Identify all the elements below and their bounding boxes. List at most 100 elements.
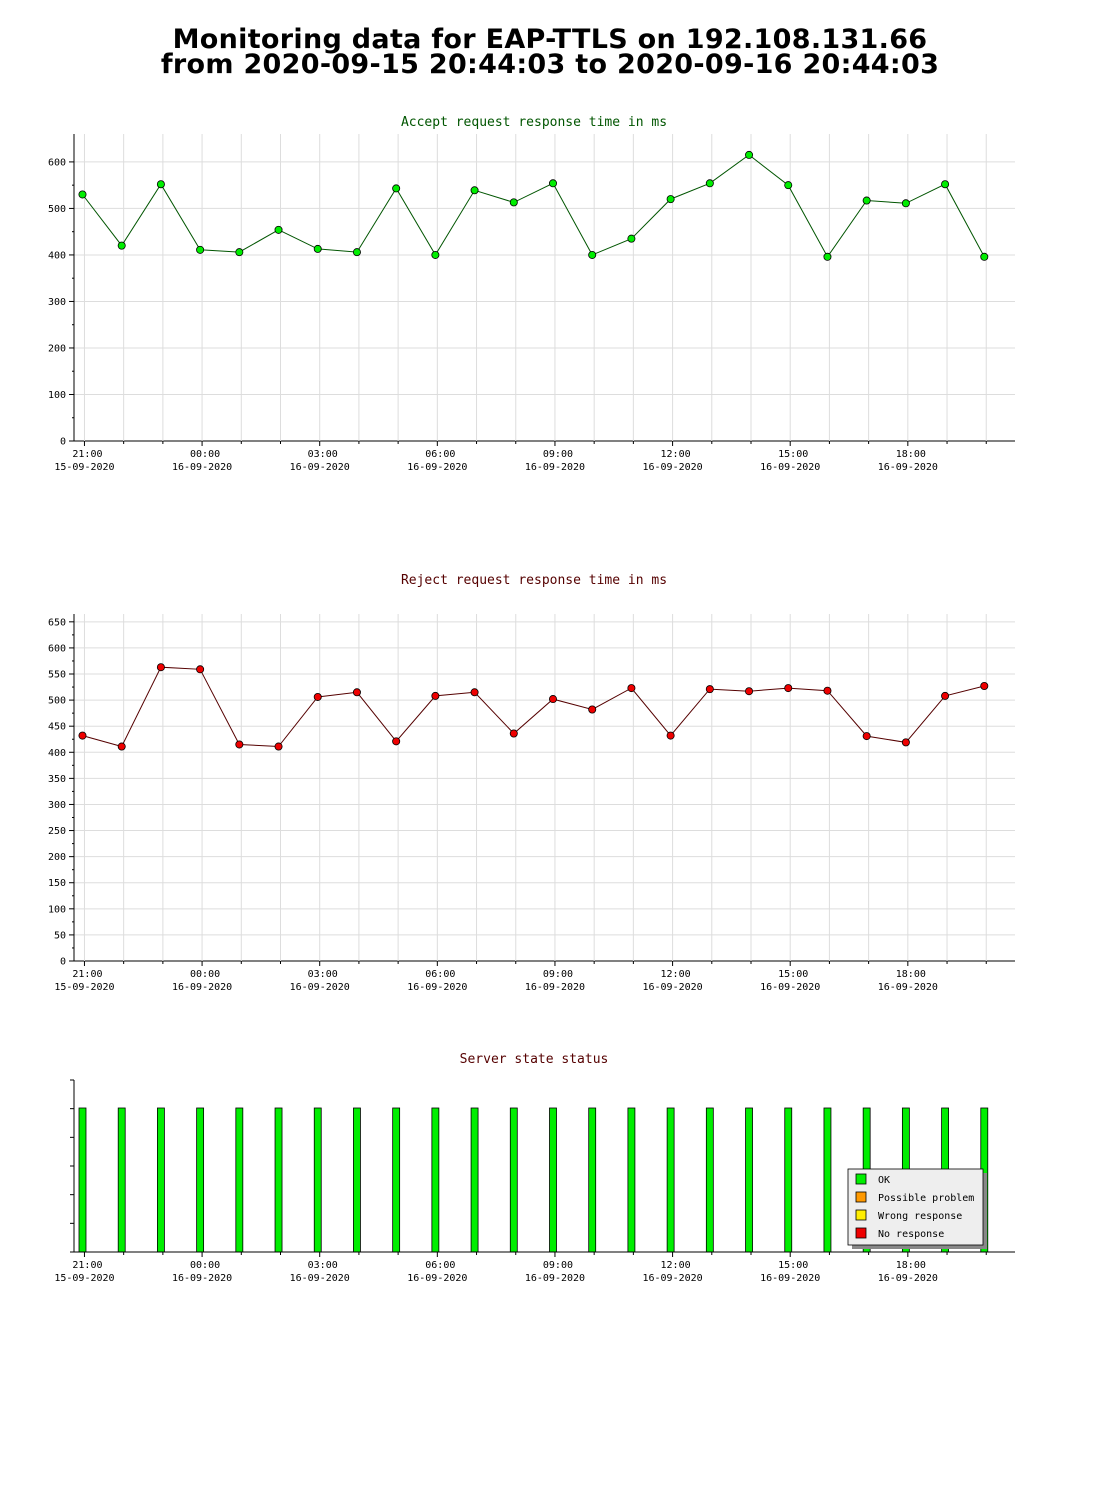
x-tick-label-date: 16-09-2020 xyxy=(642,1273,702,1284)
data-point xyxy=(117,241,126,250)
y-tick-label: 550 xyxy=(48,670,66,681)
x-tick-label-date: 16-09-2020 xyxy=(642,982,702,993)
x-tick-label-date: 16-09-2020 xyxy=(878,982,938,993)
status-bar xyxy=(78,1107,87,1253)
data-point xyxy=(274,742,283,751)
status-bar xyxy=(666,1107,675,1253)
legend-swatch xyxy=(855,1173,867,1185)
y-tick-label: 300 xyxy=(48,297,66,308)
data-point xyxy=(823,686,832,695)
x-tick-label-time: 21:00 xyxy=(72,1260,102,1271)
y-tick-label: 100 xyxy=(48,390,66,401)
chart-title-3: Server state status xyxy=(460,1052,609,1067)
x-tick-label-time: 03:00 xyxy=(308,969,338,980)
y-tick-label: 600 xyxy=(48,157,66,168)
x-tick-label-time: 21:00 xyxy=(72,969,102,980)
x-tick-label-date: 16-09-2020 xyxy=(172,462,232,473)
status-bar xyxy=(509,1107,518,1253)
x-tick-label-date: 16-09-2020 xyxy=(642,462,702,473)
data-point xyxy=(862,732,871,741)
x-tick-label-time: 00:00 xyxy=(190,969,220,980)
data-point xyxy=(117,742,126,751)
series-line-2 xyxy=(82,666,985,748)
status-bar xyxy=(392,1107,401,1253)
data-point xyxy=(980,682,989,691)
y-tick-label: 600 xyxy=(48,643,66,654)
data-point xyxy=(392,737,401,746)
data-point xyxy=(862,196,871,205)
x-tick-label-date: 16-09-2020 xyxy=(525,462,585,473)
x-tick-label-date: 16-09-2020 xyxy=(172,1273,232,1284)
x-tick-label-time: 06:00 xyxy=(425,449,455,460)
data-point xyxy=(980,252,989,261)
x-tick-label-time: 00:00 xyxy=(190,1260,220,1271)
data-point xyxy=(666,731,675,740)
legend-box xyxy=(847,1168,984,1246)
status-bar xyxy=(235,1107,244,1253)
status-bar xyxy=(157,1107,165,1253)
y-tick-label: 150 xyxy=(48,878,66,889)
y-tick-label: 250 xyxy=(48,826,66,837)
x-tick-label-time: 06:00 xyxy=(425,1260,455,1271)
status-bar xyxy=(274,1107,283,1253)
x-tick-label-date: 16-09-2020 xyxy=(525,982,585,993)
y-tick-label: 500 xyxy=(48,204,66,215)
x-tick-label-time: 00:00 xyxy=(190,449,220,460)
x-tick-label-time: 09:00 xyxy=(543,969,573,980)
data-point xyxy=(588,250,597,259)
data-point xyxy=(431,250,440,259)
legend-swatch xyxy=(855,1209,867,1221)
status-bar xyxy=(431,1107,440,1253)
data-point xyxy=(235,248,244,257)
data-point xyxy=(548,695,557,704)
y-tick-label: 400 xyxy=(48,250,66,261)
y-tick-label: 200 xyxy=(48,343,66,354)
data-point xyxy=(509,729,518,738)
x-tick-label-time: 18:00 xyxy=(896,1260,926,1271)
x-tick-label-time: 09:00 xyxy=(543,1260,573,1271)
x-tick-label-date: 16-09-2020 xyxy=(760,982,820,993)
data-point xyxy=(823,252,832,261)
y-tick-label: 350 xyxy=(48,774,66,785)
y-tick-label: 650 xyxy=(48,617,66,628)
x-tick-label-date: 16-09-2020 xyxy=(407,982,467,993)
legend-label: Possible problem xyxy=(878,1193,974,1204)
status-bar xyxy=(588,1107,597,1253)
data-point xyxy=(235,740,244,749)
data-point xyxy=(156,180,165,189)
data-point xyxy=(470,186,479,195)
data-point xyxy=(627,234,636,243)
x-tick-label-date: 16-09-2020 xyxy=(407,462,467,473)
chart-title-1: Accept request response time in ms xyxy=(401,115,667,130)
y-tick-label: 0 xyxy=(60,957,66,968)
x-tick-label-date: 16-09-2020 xyxy=(878,1273,938,1284)
data-point xyxy=(941,691,950,700)
x-tick-label-date: 16-09-2020 xyxy=(172,982,232,993)
x-tick-label-time: 21:00 xyxy=(72,449,102,460)
x-tick-label-time: 18:00 xyxy=(896,449,926,460)
status-bar xyxy=(823,1107,832,1253)
x-tick-label-time: 15:00 xyxy=(778,449,808,460)
x-tick-label-date: 15-09-2020 xyxy=(54,1273,114,1284)
status-bar xyxy=(470,1107,479,1253)
legend-swatch xyxy=(855,1227,867,1239)
data-point xyxy=(784,684,793,693)
data-point xyxy=(666,195,675,204)
data-point xyxy=(588,705,597,714)
x-tick-label-date: 15-09-2020 xyxy=(54,982,114,993)
page-title-line-2: from 2020-09-15 20:44:03 to 2020-09-16 2… xyxy=(160,49,940,80)
data-point xyxy=(78,731,87,740)
x-tick-label-time: 03:00 xyxy=(308,449,338,460)
data-point xyxy=(196,665,205,674)
x-tick-label-time: 12:00 xyxy=(661,969,691,980)
data-point xyxy=(627,684,636,693)
data-point xyxy=(941,180,950,189)
status-bar xyxy=(745,1107,753,1253)
data-point xyxy=(509,198,518,207)
chart-title-2: Reject request response time in ms xyxy=(401,573,667,588)
x-tick-label-date: 16-09-2020 xyxy=(290,1273,350,1284)
data-point xyxy=(392,184,401,193)
status-bar xyxy=(313,1107,322,1253)
data-point xyxy=(901,738,910,747)
x-tick-label-time: 15:00 xyxy=(778,1260,808,1271)
